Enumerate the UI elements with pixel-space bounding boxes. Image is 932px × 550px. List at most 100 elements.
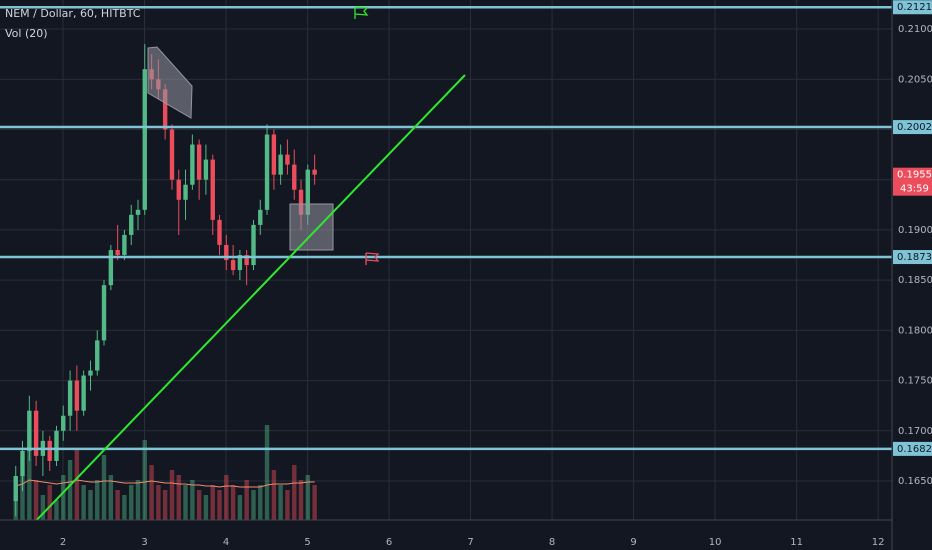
volume-bar <box>244 480 249 520</box>
volume-bar <box>237 495 243 520</box>
candle-body <box>230 260 236 271</box>
volume-bar <box>95 480 100 520</box>
candle-body <box>142 69 147 210</box>
candle-body <box>278 154 283 175</box>
volume-bar <box>224 475 229 520</box>
volume-bar <box>305 475 310 520</box>
rectangle-drawing <box>147 46 193 119</box>
x-tick-label: 4 <box>223 537 229 548</box>
candle-body <box>285 154 290 165</box>
volume-bar <box>88 490 93 520</box>
candle-body <box>251 224 256 266</box>
volume-bar <box>217 490 222 520</box>
trend-line <box>29 74 466 528</box>
candle-body <box>244 255 249 266</box>
candle-body <box>162 89 168 130</box>
candle-body <box>54 430 59 461</box>
volume-bar <box>258 485 263 520</box>
candle-body <box>196 144 202 180</box>
volume-bar <box>292 465 297 520</box>
candle-body <box>305 169 310 215</box>
candle-body <box>258 209 263 225</box>
volume-bar <box>101 455 107 520</box>
candle-body <box>217 219 222 245</box>
volume-bar <box>251 490 256 520</box>
x-tick-label: 3 <box>141 537 147 548</box>
candle-body <box>203 159 209 180</box>
price-axis <box>892 0 932 550</box>
candle-body <box>88 370 93 376</box>
volume-ma-line <box>15 479 315 488</box>
candle-body <box>47 440 52 461</box>
candle-body <box>67 380 73 416</box>
volume-bar <box>156 485 161 520</box>
candle-body <box>20 450 25 477</box>
candle-body <box>190 144 195 185</box>
y-tick-label: 0.21000 <box>898 24 932 35</box>
volume-bar <box>210 485 215 520</box>
volume-bar <box>169 470 175 520</box>
candle-body <box>81 375 86 411</box>
volume-bar <box>27 430 32 520</box>
level-label-bg <box>893 250 932 265</box>
rectangle-drawing <box>289 203 334 251</box>
time-axis <box>0 520 932 550</box>
candle-body <box>135 209 141 215</box>
x-tick-label: 8 <box>549 537 555 548</box>
volume-bar <box>203 495 209 520</box>
candle-body <box>122 234 127 256</box>
candle-body <box>210 159 215 220</box>
volume-bar <box>312 485 317 520</box>
volume-bar <box>264 425 270 520</box>
volume-bar <box>142 440 147 520</box>
volume-bar <box>285 490 290 520</box>
volume-bar <box>190 480 195 520</box>
level-label-bg <box>893 0 932 15</box>
level-label-bg <box>893 120 932 135</box>
volume-bar <box>54 500 59 520</box>
candle-body <box>169 129 175 180</box>
volume-bar <box>176 475 181 520</box>
volume-bar <box>162 490 168 520</box>
volume-bar <box>183 485 188 520</box>
last-price-label: 0.19550 <box>897 170 932 181</box>
candle-body <box>298 189 304 215</box>
volume-bar <box>298 480 304 520</box>
chart-title: NEM / Dollar, 60, HITBTC <box>5 7 141 20</box>
flag <box>365 252 380 265</box>
volume-bar <box>129 485 134 520</box>
candle-body <box>115 250 120 256</box>
candle-body <box>61 415 66 431</box>
x-tick-label: 5 <box>304 537 310 548</box>
candle-body <box>108 250 114 286</box>
volume-pane <box>13 425 317 520</box>
last-price-bg <box>893 167 932 196</box>
x-tick-label: 7 <box>467 537 473 548</box>
countdown-label: 43:59 <box>900 184 929 195</box>
flag <box>354 6 369 19</box>
candle-body <box>264 134 270 210</box>
volume-bar <box>61 475 66 520</box>
candle-body <box>312 169 317 175</box>
level-label: 0.21217 <box>897 2 932 13</box>
indicator-label: Vol (20) <box>5 27 48 40</box>
candle-body <box>129 214 134 235</box>
volume-bar <box>108 475 114 520</box>
x-tick-label: 6 <box>386 537 392 548</box>
volume-bar <box>67 460 73 520</box>
candle-body <box>292 164 297 190</box>
candle-body <box>176 179 181 200</box>
volume-bar <box>115 490 120 520</box>
x-tick-label: 2 <box>60 537 66 548</box>
candle-body <box>13 476 18 502</box>
volume-bar <box>20 475 25 520</box>
candle-body <box>224 244 229 261</box>
volume-bar <box>135 480 141 520</box>
